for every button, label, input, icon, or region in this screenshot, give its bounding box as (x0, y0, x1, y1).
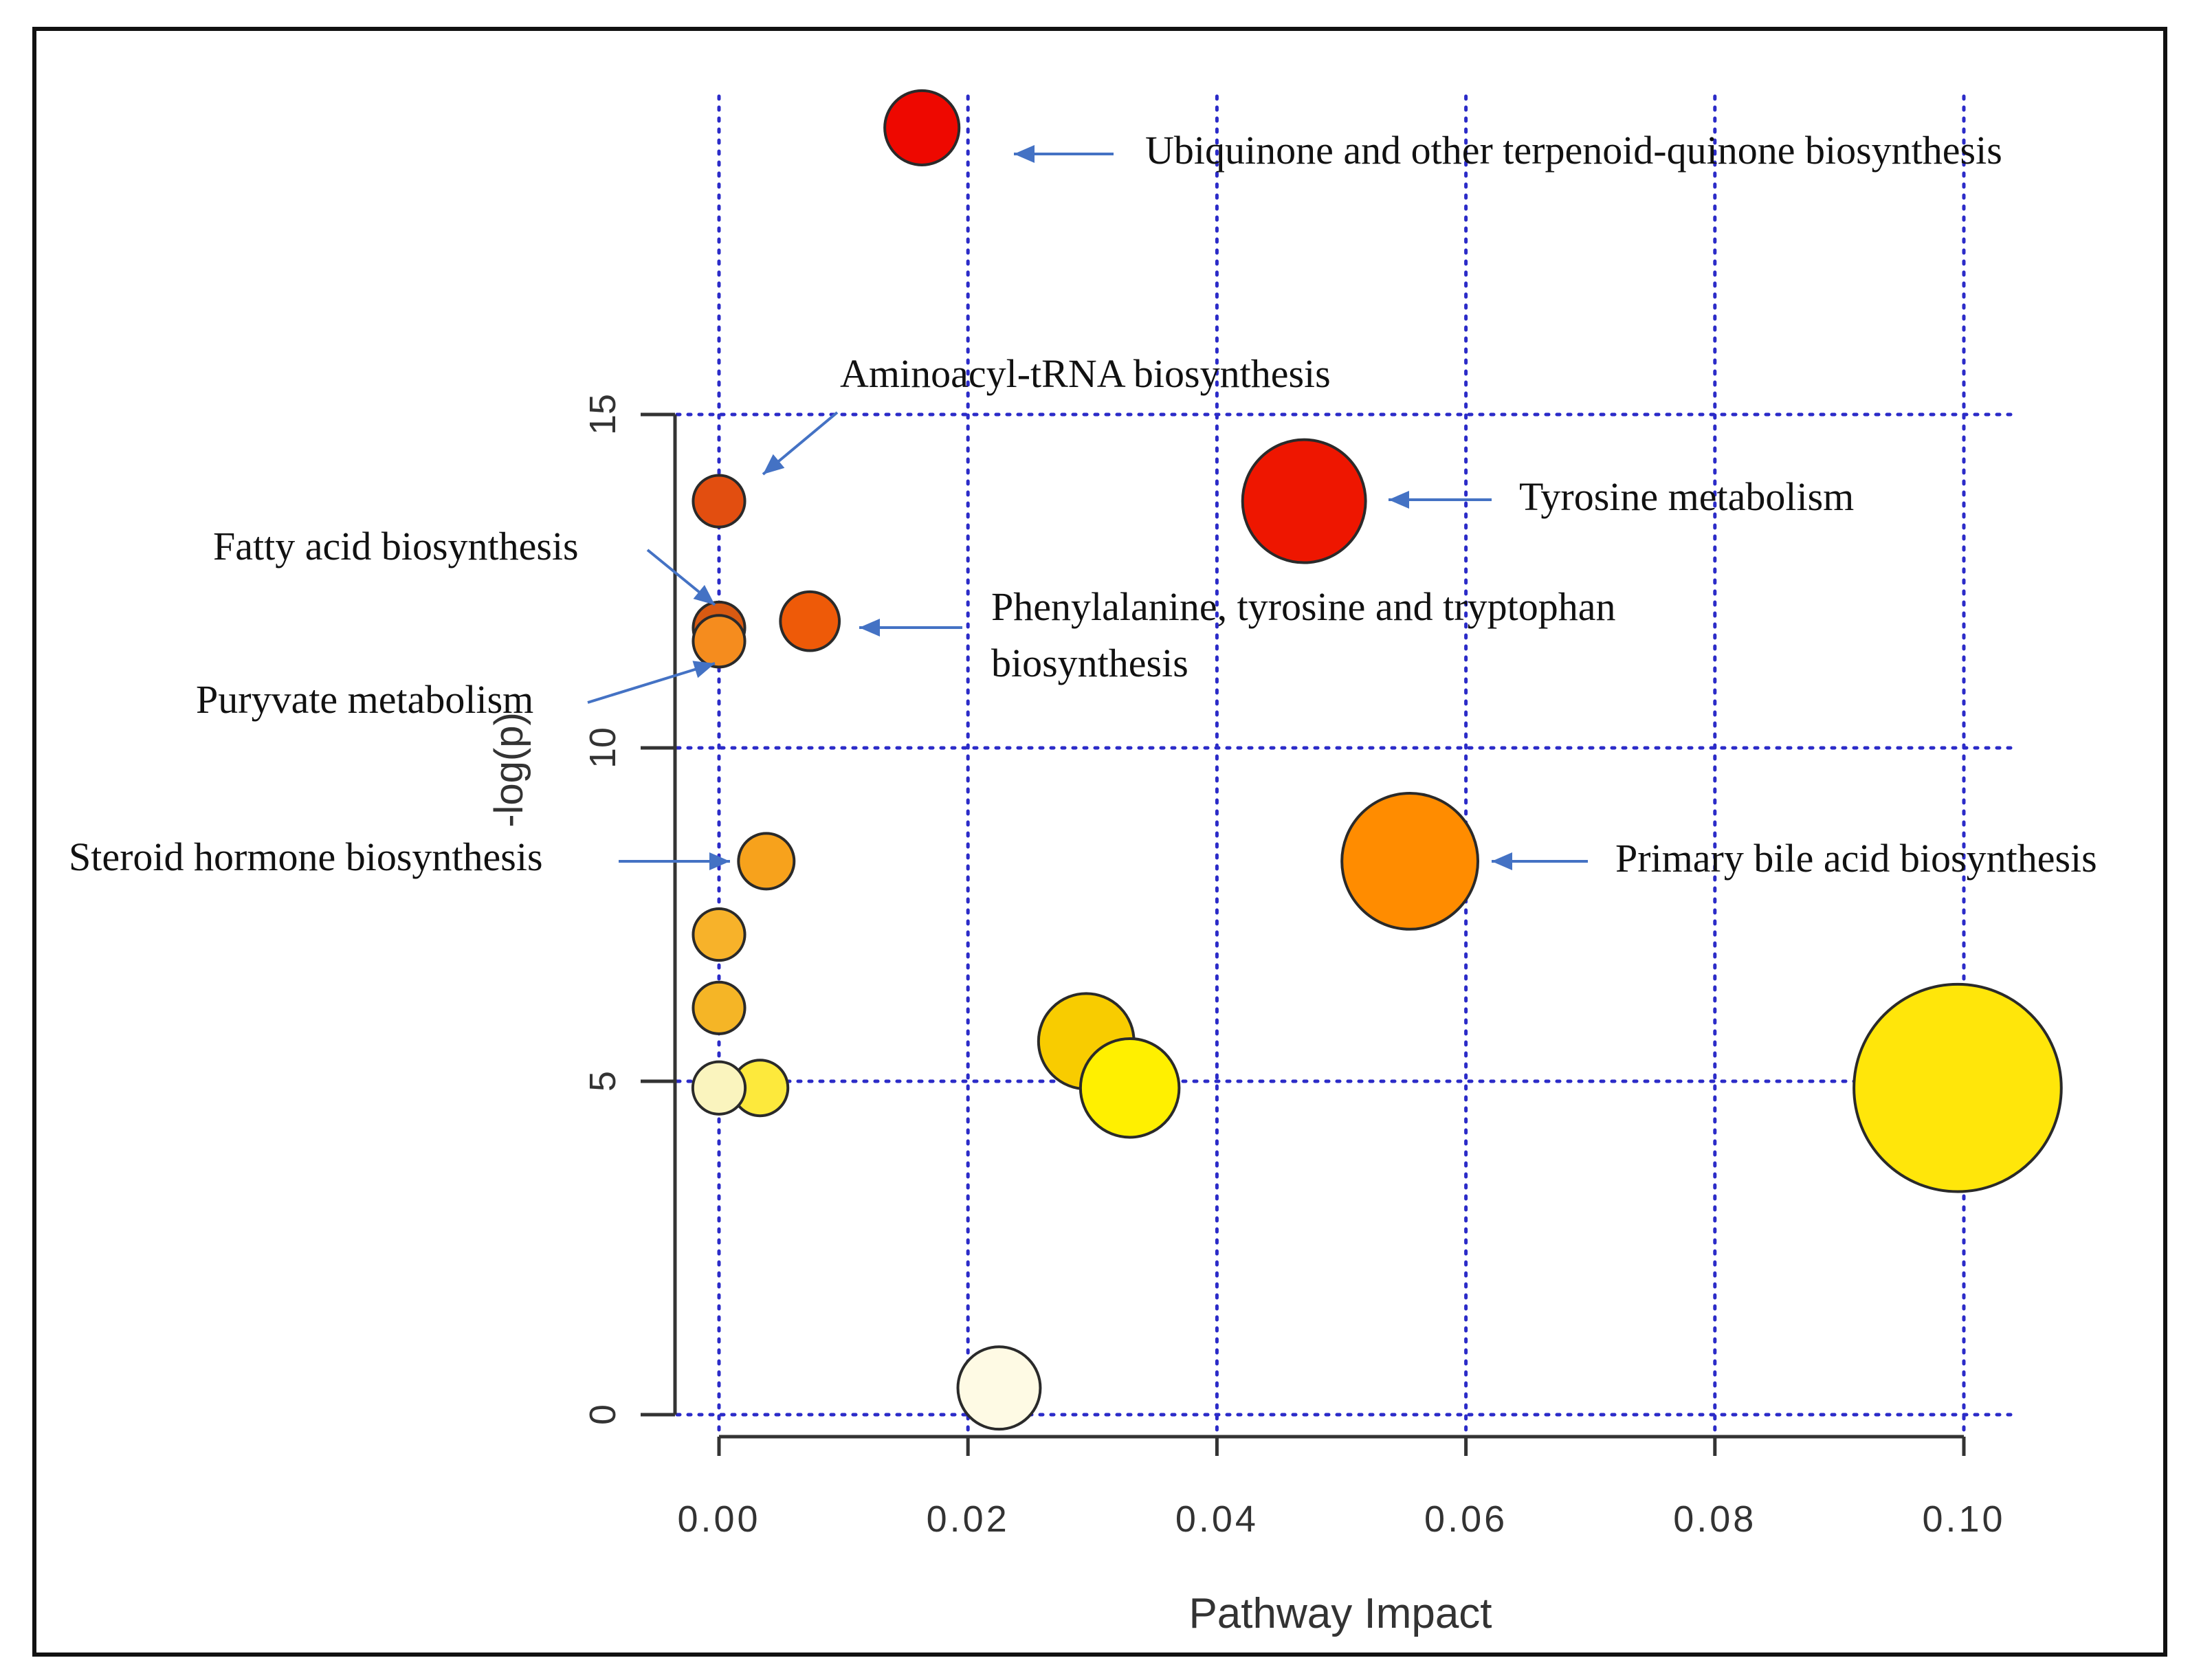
y-tick-label-1: 5 (582, 1071, 623, 1092)
x-tick-label-2: 0.04 (1175, 1499, 1259, 1540)
annotation-4: Phenylalanine, tyrosine and tryptophan bi… (991, 584, 1615, 685)
arrow-head-6 (709, 852, 730, 870)
annotation-5: Puryvate metabolism (196, 677, 533, 722)
annotation-4-line-0: Phenylalanine, tyrosine and tryptophan (991, 584, 1615, 629)
axes: 0 5 10 15 0.00 0.02 0.04 0.06 0.08 0.10 (582, 394, 2005, 1540)
bubbles (691, 89, 2063, 1431)
annotation-3-line-0: Fatty acid biosynthesis (213, 524, 579, 568)
bubble-10 (692, 474, 746, 529)
annotation-1-line-0: Aminoacyl-tRNA biosynthesis (840, 351, 1331, 396)
x-axis-title: Pathway Impact (1188, 1590, 1492, 1637)
arrow-head-5 (692, 661, 715, 678)
bubble-14 (692, 980, 746, 1035)
bubble-12 (692, 614, 746, 669)
annotations: Ubiquinone and other terpenoid-quinone b… (69, 128, 2097, 881)
annotation-2: Tyrosine metabolism (1519, 474, 1854, 519)
outer-frame (32, 27, 2167, 1657)
x-tick-label-4: 0.08 (1673, 1499, 1756, 1540)
arrow-head-1 (763, 454, 785, 474)
arrow-head-2 (1389, 491, 1409, 509)
y-tick-label-2: 10 (582, 727, 623, 769)
annotation-4-line-1: biosynthesis (991, 641, 1188, 685)
bubble-13 (692, 907, 746, 962)
annotation-0: Ubiquinone and other terpenoid-quinone b… (1145, 128, 2002, 173)
bubble-8 (737, 832, 796, 891)
annotation-2-line-0: Tyrosine metabolism (1519, 474, 1854, 519)
bubble-3 (1241, 438, 1367, 564)
annotation-6-line-0: Steroid hormone biosynthesis (69, 835, 543, 879)
annotation-5-line-0: Puryvate metabolism (196, 677, 533, 722)
bubble-1 (1852, 982, 2063, 1193)
y-axis-title: -log(p) (487, 712, 531, 828)
annotation-6: Steroid hormone biosynthesis (69, 835, 543, 879)
annotation-1: Aminoacyl-tRNA biosynthesis (840, 351, 1331, 396)
annotation-7: Primary bile acid biosynthesis (1615, 836, 2097, 881)
bubble-6 (883, 89, 961, 166)
annotation-7-line-0: Primary bile acid biosynthesis (1615, 836, 2097, 881)
x-tick-label-0: 0.00 (677, 1499, 760, 1540)
annotation-3: Fatty acid biosynthesis (213, 524, 579, 568)
x-tick-label-1: 0.02 (927, 1499, 1010, 1540)
bubble-2 (1340, 792, 1480, 931)
arrow-shaft-5 (587, 662, 716, 704)
y-tick-label-0: 0 (582, 1404, 623, 1425)
arrow-head-3 (693, 584, 715, 605)
arrow-head-0 (1014, 145, 1035, 163)
y-tick-label-3: 15 (582, 394, 623, 435)
annotation-0-line-0: Ubiquinone and other terpenoid-quinone b… (1145, 128, 2002, 173)
annotation-arrows (587, 145, 1588, 870)
bubble-5 (1079, 1037, 1181, 1139)
bubble-15 (691, 1060, 747, 1116)
grid-lines (675, 94, 2016, 1439)
arrow-head-7 (1492, 852, 1512, 870)
arrow-head-4 (859, 619, 880, 637)
bubble-7 (779, 590, 841, 652)
x-tick-label-3: 0.06 (1424, 1499, 1507, 1540)
bubble-0 (956, 1345, 1042, 1431)
x-tick-label-5: 0.10 (1922, 1499, 2005, 1540)
